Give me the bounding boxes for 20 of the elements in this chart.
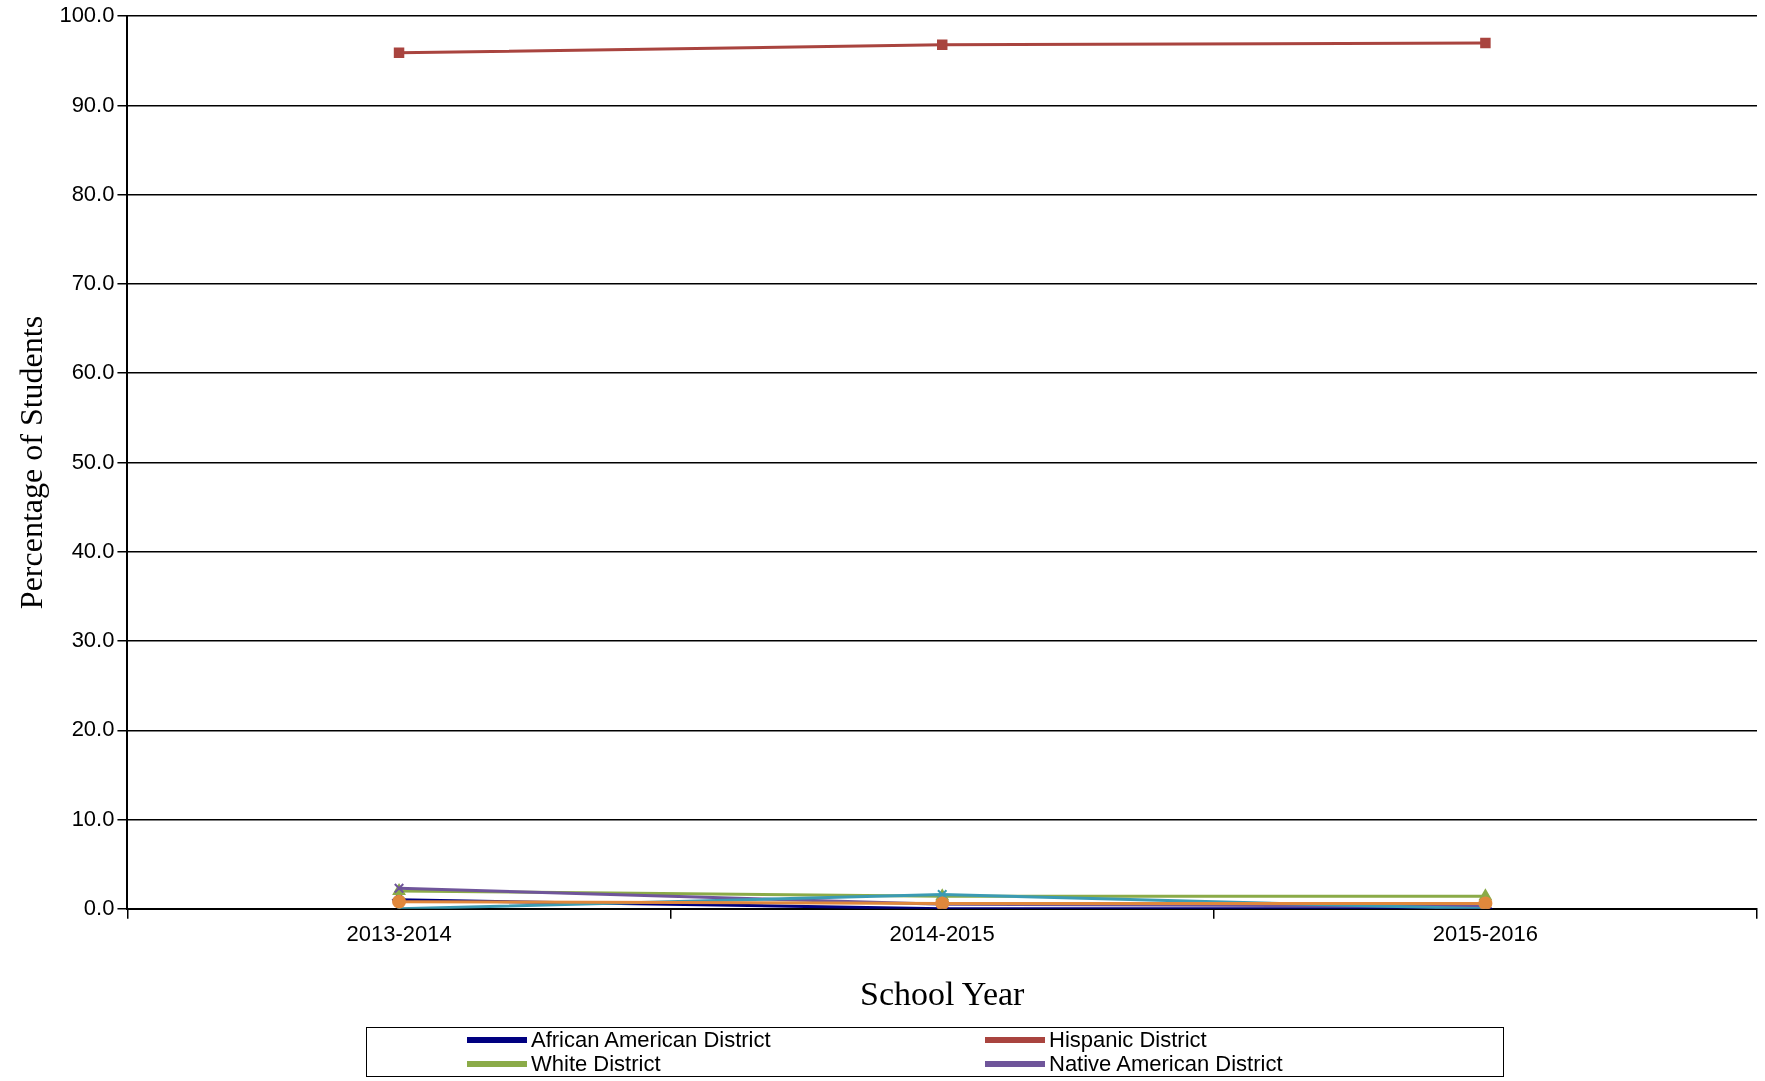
y-tick-label: 50.0	[71, 448, 115, 474]
y-tick-label: 100.0	[59, 2, 115, 28]
y-tick-label: 20.0	[71, 716, 115, 742]
y-tick-label: 80.0	[71, 180, 115, 206]
legend-label: Hispanic District	[1049, 1027, 1207, 1052]
y-tick-label: 60.0	[71, 359, 115, 385]
y-tick-label: 10.0	[71, 805, 115, 831]
y-tick-label: 40.0	[71, 537, 115, 563]
x-tick-label: 2013-2014	[346, 921, 452, 947]
y-tick-label: 90.0	[71, 91, 115, 117]
legend-label: African American District	[531, 1027, 771, 1052]
legend-label: Native American District	[1049, 1051, 1283, 1076]
x-axis-title: School Year	[860, 974, 1026, 1012]
y-tick-label: 0.0	[83, 894, 115, 920]
y-tick-label: 70.0	[71, 270, 115, 296]
x-tick-label: 2015-2016	[1432, 921, 1539, 947]
y-axis-title: Percentage of Students	[12, 315, 49, 610]
legend-label: White District	[531, 1051, 661, 1076]
x-tick-label: 2014-2015	[889, 921, 995, 947]
y-tick-label: 30.0	[71, 627, 115, 653]
